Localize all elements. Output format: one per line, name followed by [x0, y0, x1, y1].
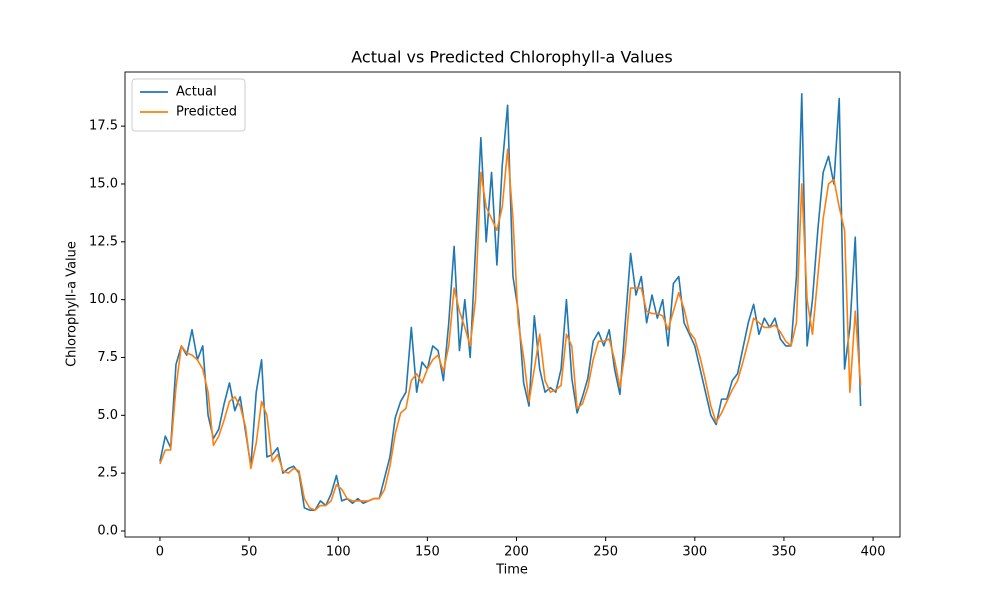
plot-frame	[124, 71, 901, 538]
x-tick-label: 250	[593, 545, 618, 560]
data-line	[159, 148, 862, 511]
y-tick-label: 15.0	[89, 176, 118, 191]
y-tick-label: 12.5	[89, 234, 118, 249]
x-tick-label: 400	[861, 545, 886, 560]
x-tick-label: 300	[682, 545, 707, 560]
y-tick-label: 0.0	[97, 523, 118, 538]
y-tick-label: 17.5	[89, 119, 118, 134]
y-tick-label: 7.5	[97, 350, 118, 365]
x-tick-label: 100	[326, 545, 351, 560]
chart-title: Actual vs Predicted Chlorophyll-a Values	[351, 48, 672, 67]
legend-label: Predicted	[176, 105, 237, 120]
y-tick-label: 2.5	[97, 466, 118, 481]
x-tick-label: 150	[415, 545, 440, 560]
y-tick-label: 5.0	[97, 408, 118, 423]
y-axis-label: Chlorophyll-a Value	[65, 241, 80, 367]
x-tick-label: 350	[772, 545, 797, 560]
x-tick-label: 200	[504, 545, 529, 560]
y-tick-label: 10.0	[89, 292, 118, 307]
x-tick-label: 0	[156, 545, 164, 560]
x-tick-label: 50	[241, 545, 258, 560]
data-line	[159, 92, 862, 511]
x-axis-label: Time	[495, 563, 528, 578]
legend-label: Actual	[176, 85, 217, 100]
